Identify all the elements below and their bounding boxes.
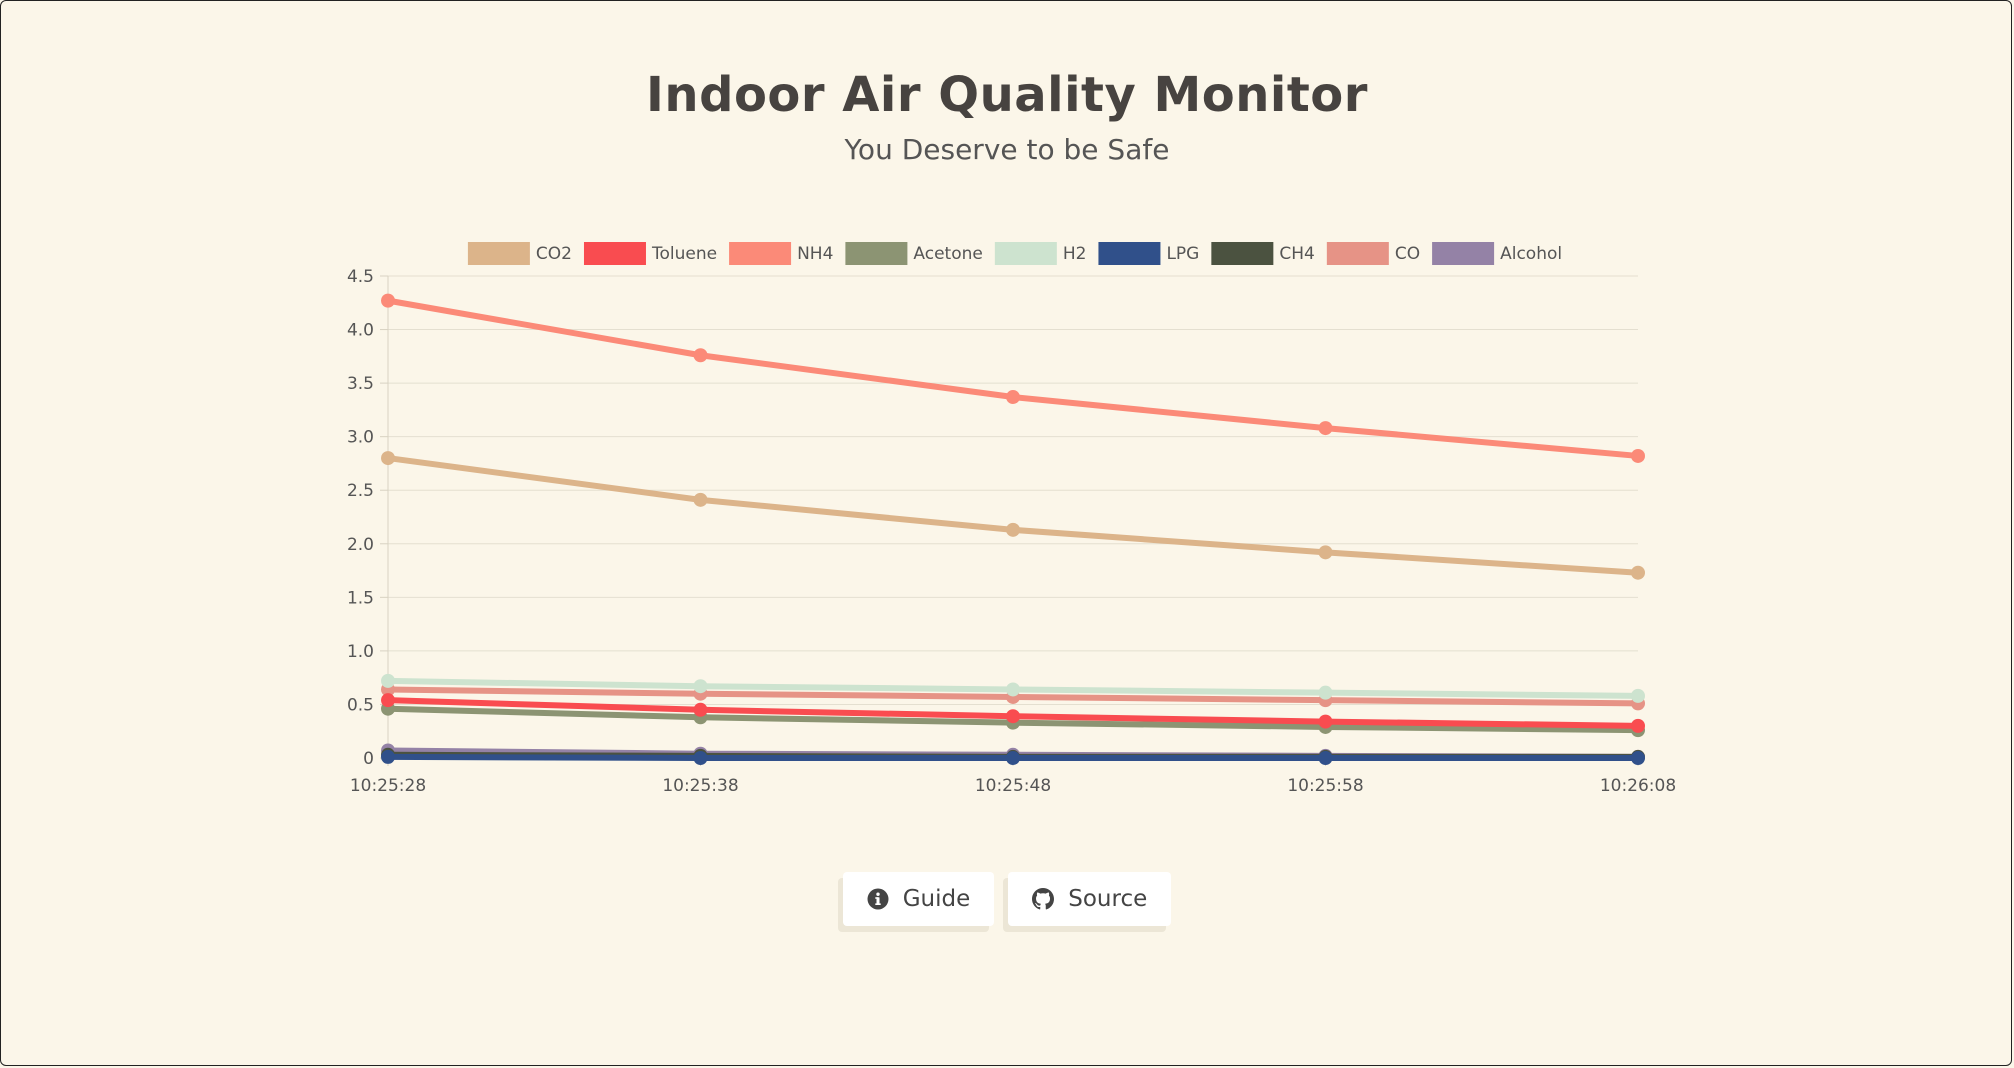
legend-label: CO bbox=[1395, 244, 1420, 264]
legend-item-ch4: CH4 bbox=[1211, 242, 1315, 265]
legend-swatch bbox=[467, 242, 530, 265]
data-point bbox=[1318, 545, 1333, 560]
y-tick-label: 0 bbox=[363, 749, 374, 769]
data-point bbox=[1006, 682, 1020, 697]
data-point bbox=[693, 348, 708, 363]
legend-item-toluene: Toluene bbox=[583, 242, 717, 265]
source-button[interactable]: Source bbox=[1008, 872, 1172, 926]
series-toluene bbox=[381, 693, 1645, 733]
data-point bbox=[1631, 718, 1645, 733]
y-tick-label: 4.5 bbox=[347, 267, 374, 287]
page-subtitle: You Deserve to be Safe bbox=[844, 133, 1170, 166]
legend-item-h2: H2 bbox=[994, 242, 1087, 265]
data-point bbox=[1631, 688, 1645, 703]
data-point bbox=[1318, 751, 1333, 765]
data-point bbox=[693, 679, 708, 694]
series-nh4 bbox=[381, 293, 1645, 463]
legend-swatch bbox=[729, 242, 792, 265]
data-point bbox=[1631, 751, 1645, 765]
x-tick-label: 10:26:08 bbox=[1600, 776, 1676, 796]
data-point bbox=[1631, 448, 1645, 463]
legend-item-alcohol: Alcohol bbox=[1432, 242, 1562, 265]
series-line bbox=[385, 297, 1641, 459]
data-point bbox=[381, 293, 395, 308]
data-point bbox=[693, 492, 708, 507]
x-tick-label: 10:25:48 bbox=[975, 776, 1051, 796]
data-point bbox=[381, 451, 395, 466]
guide-button-label: Guide bbox=[902, 886, 971, 912]
legend-swatch bbox=[1098, 242, 1161, 265]
action-buttons: Guide Source bbox=[0, 872, 2014, 926]
data-point bbox=[1006, 390, 1020, 405]
legend-swatch bbox=[583, 242, 646, 265]
data-point bbox=[381, 749, 395, 764]
legend-swatch bbox=[1432, 242, 1495, 265]
data-point bbox=[381, 693, 395, 708]
legend-label: Acetone bbox=[913, 244, 982, 264]
legend-item-lpg: LPG bbox=[1098, 242, 1199, 265]
page-header: Indoor Air Quality Monitor You Deserve t… bbox=[0, 60, 2014, 170]
y-tick-label: 3.0 bbox=[347, 428, 374, 448]
y-axis-ticks: 0 0.5 1.0 1.5 2.0 2.5 3.0 3.5 4.0 4.5 bbox=[347, 267, 374, 769]
y-tick-label: 1.5 bbox=[347, 588, 374, 608]
data-point bbox=[381, 673, 395, 688]
legend-item-co2: CO2 bbox=[467, 242, 572, 265]
y-tick-label: 0.5 bbox=[347, 695, 374, 715]
legend-label: CO2 bbox=[536, 244, 572, 264]
y-tick-label: 2.0 bbox=[347, 535, 374, 555]
chart-series bbox=[381, 293, 1645, 765]
x-tick-label: 10:25:38 bbox=[662, 776, 738, 796]
data-point bbox=[1318, 421, 1333, 436]
data-point bbox=[693, 751, 708, 765]
legend-label: NH4 bbox=[797, 244, 833, 264]
series-co2 bbox=[381, 451, 1645, 580]
x-tick-label: 10:25:28 bbox=[350, 776, 426, 796]
series-line bbox=[385, 455, 1641, 576]
series-lpg bbox=[381, 749, 1645, 765]
data-point bbox=[1006, 709, 1020, 724]
legend-label: Alcohol bbox=[1500, 244, 1562, 264]
chart-legend: CO2 Toluene NH4 Acetone H2 LPG CH4 CO Alcohol bbox=[467, 242, 1562, 265]
series-h2 bbox=[381, 673, 1645, 703]
data-point bbox=[693, 702, 708, 717]
data-point bbox=[1631, 565, 1645, 580]
x-tick-label: 10:25:58 bbox=[1287, 776, 1363, 796]
legend-item-nh4: NH4 bbox=[729, 242, 833, 265]
x-axis-ticks: 10:25:28 10:25:38 10:25:48 10:25:58 10:26:08 bbox=[350, 776, 1676, 796]
y-tick-label: 3.5 bbox=[347, 374, 374, 394]
page-title: Indoor Air Quality Monitor bbox=[646, 67, 1368, 123]
legend-item-acetone: Acetone bbox=[845, 242, 983, 265]
legend-label: Toluene bbox=[651, 244, 717, 264]
legend-label: LPG bbox=[1166, 244, 1199, 264]
legend-swatch bbox=[1326, 242, 1389, 265]
legend-item-co: CO bbox=[1326, 242, 1420, 265]
y-tick-label: 4.0 bbox=[347, 321, 374, 341]
guide-button[interactable]: Guide bbox=[842, 872, 995, 926]
data-point bbox=[1318, 685, 1333, 700]
y-tick-label: 2.5 bbox=[347, 481, 374, 501]
source-button-label: Source bbox=[1068, 886, 1148, 912]
github-icon bbox=[1032, 888, 1055, 910]
data-point bbox=[1318, 714, 1333, 729]
legend-swatch bbox=[1211, 242, 1274, 265]
info-circle-icon bbox=[867, 888, 889, 910]
data-point bbox=[1006, 751, 1020, 765]
legend-swatch bbox=[845, 242, 908, 265]
legend-label: H2 bbox=[1063, 244, 1087, 264]
data-point bbox=[1006, 522, 1020, 537]
legend-swatch bbox=[994, 242, 1057, 265]
y-tick-label: 1.0 bbox=[347, 642, 374, 662]
legend-label: CH4 bbox=[1279, 244, 1314, 264]
